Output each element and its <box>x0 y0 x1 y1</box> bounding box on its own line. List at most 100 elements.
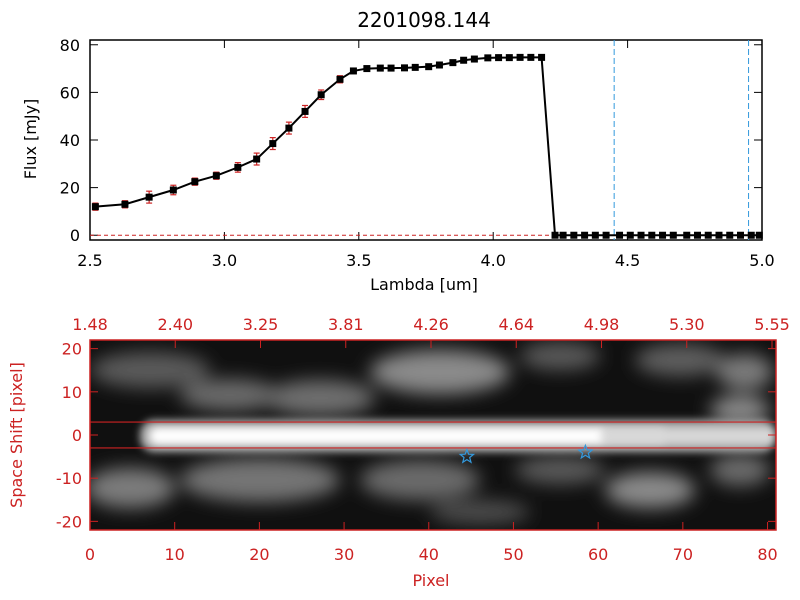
star-marker <box>458 447 476 464</box>
y-tick-label: 60 <box>60 83 80 102</box>
blob <box>430 500 530 524</box>
trace-core <box>150 428 670 444</box>
top-axis-tick-label: 3.25 <box>243 315 279 334</box>
data-point <box>669 231 677 239</box>
bottom-x-axis-label: Pixel <box>412 571 449 590</box>
data-point <box>191 178 199 186</box>
top-axis-tick-label: 1.48 <box>72 315 108 334</box>
data-point <box>400 64 408 72</box>
x-tick-label: 60 <box>588 545 608 564</box>
data-point <box>495 54 503 62</box>
top-axis-tick-label: 5.55 <box>754 315 790 334</box>
data-point <box>449 59 457 67</box>
x-tick-label: 4.5 <box>615 251 640 270</box>
data-point <box>551 231 559 239</box>
y-tick-label: 10 <box>62 383 82 402</box>
flux-spectrum-plot: 2.5 3.0 3.5 4.0 4.5 5.0 0 20 40 60 80 <box>60 36 775 270</box>
data-point <box>704 231 712 239</box>
x-tick-label: 3.5 <box>346 251 371 270</box>
top-y-axis-label: Flux [mJy] <box>21 99 40 180</box>
spectrum-image <box>90 340 776 530</box>
data-point <box>349 67 357 75</box>
data-point <box>736 231 744 239</box>
space-shift-plot: 0 10 20 30 40 50 60 70 80 1.48 2.40 3.25 3.81 4.26 4.6… <box>56 315 790 564</box>
x-tick-label: 20 <box>249 545 269 564</box>
spectrum-trace <box>140 420 776 452</box>
x-tick-label: 40 <box>419 545 439 564</box>
data-point <box>169 186 177 194</box>
bottom-y-axis-label: Space Shift [pixel] <box>7 362 26 508</box>
blob <box>180 458 340 502</box>
data-point <box>336 75 344 83</box>
data-point <box>616 231 624 239</box>
data-point <box>234 163 242 171</box>
data-point <box>470 55 478 63</box>
y-tick-label: 0 <box>70 226 80 245</box>
x-tick-label: 80 <box>757 545 777 564</box>
x-tick-label: 10 <box>165 545 185 564</box>
data-point <box>527 53 535 61</box>
data-point <box>121 200 129 208</box>
data-point <box>726 231 734 239</box>
y-tick-label: 40 <box>60 131 80 150</box>
data-point <box>387 64 395 72</box>
data-point <box>363 65 371 73</box>
diffuse-emission <box>90 342 773 524</box>
trace-tail <box>600 429 776 443</box>
blob <box>605 472 695 508</box>
top-axis-tick-label: 4.26 <box>413 315 449 334</box>
blob <box>710 396 770 424</box>
x-tick-label: 5.0 <box>749 251 774 270</box>
data-point <box>755 231 763 239</box>
data-point <box>425 63 433 71</box>
data-point <box>212 172 220 180</box>
blob <box>180 379 280 411</box>
blob <box>360 460 480 500</box>
data-point <box>411 63 419 71</box>
data-point <box>538 53 546 61</box>
data-point <box>435 61 443 69</box>
blob <box>520 342 600 370</box>
data-point <box>693 231 701 239</box>
x-tick-label: 4.0 <box>480 251 505 270</box>
data-point <box>376 64 384 72</box>
x-tick-label: 70 <box>673 545 693 564</box>
y-tick-label: -20 <box>56 512 82 531</box>
top-axis-tick-label: 2.40 <box>157 315 193 334</box>
y-tick-label: -10 <box>56 469 82 488</box>
data-point <box>591 231 599 239</box>
data-point <box>715 231 723 239</box>
data-point <box>648 231 656 239</box>
x-tick-label: 3.0 <box>212 251 237 270</box>
data-point <box>317 91 325 99</box>
data-point <box>747 231 755 239</box>
data-point <box>285 124 293 132</box>
star-marker <box>577 443 594 460</box>
data-point <box>460 56 468 64</box>
flux-series-line <box>95 56 760 237</box>
data-point <box>91 203 99 211</box>
data-point <box>602 231 610 239</box>
blob <box>710 454 770 486</box>
blob <box>90 468 175 508</box>
data-point <box>145 193 153 201</box>
x-tick-label: 2.5 <box>77 251 102 270</box>
blob <box>370 350 510 394</box>
data-point <box>269 140 277 148</box>
data-point <box>516 53 524 61</box>
blob <box>265 380 375 416</box>
x-tick-label: 0 <box>85 545 95 564</box>
top-axis-tick-label: 4.98 <box>584 315 620 334</box>
top-axis-tick-label: 4.64 <box>498 315 534 334</box>
x-tick-label: 50 <box>503 545 523 564</box>
y-tick-label: 0 <box>72 426 82 445</box>
data-point <box>559 231 567 239</box>
y-tick-label: 20 <box>62 340 82 359</box>
data-point <box>626 231 634 239</box>
data-point <box>570 231 578 239</box>
data-point <box>637 231 645 239</box>
x-tick-label: 30 <box>334 545 354 564</box>
blob <box>635 344 725 376</box>
y-tick-label: 20 <box>60 179 80 198</box>
